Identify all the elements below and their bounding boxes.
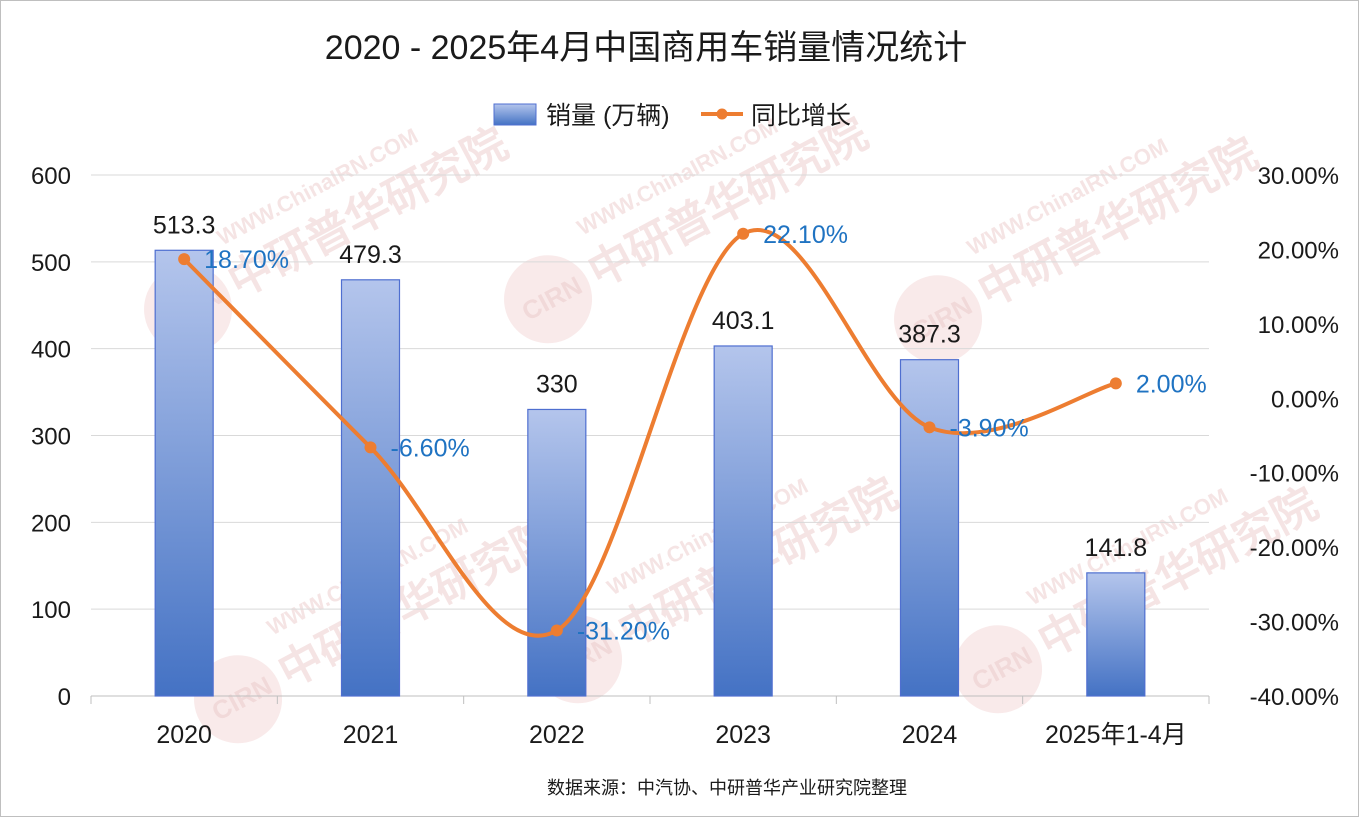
bar-data-labels: 513.3 479.3 330 403.1 387.3 141.8 (153, 211, 1147, 562)
y-left-tick-label: 500 (31, 250, 71, 277)
growth-point (1109, 377, 1122, 390)
bar-series (154, 249, 1146, 697)
watermark-logo (194, 655, 283, 744)
y-right-tick-label: -30.00% (1250, 610, 1339, 637)
bar-value-label: 513.3 (153, 211, 216, 239)
y-right-tick-label: 0.00% (1271, 386, 1339, 413)
y-right-tick-label: 20.00% (1258, 237, 1339, 264)
y-left-tick-label: 300 (31, 424, 71, 451)
bar (1086, 572, 1146, 697)
bar (527, 408, 587, 697)
x-tick-label: 2021 (343, 721, 399, 749)
growth-value-label: 18.70% (204, 246, 289, 274)
legend-bar-label: 销量 (万辆) (546, 102, 670, 130)
source-note: 数据来源：中汽协、中研普华产业研究院整理 (547, 778, 907, 798)
growth-point (364, 441, 377, 454)
y-left-tick-label: 200 (31, 510, 71, 537)
y-axis-right: -40.00% -30.00% -20.00% -10.00% 0.00% 10.00% 2… (1250, 163, 1339, 711)
growth-value-label: 22.10% (763, 221, 848, 249)
x-tick-label: 2025年1-4月 (1045, 721, 1187, 749)
growth-point (923, 421, 936, 434)
legend: 销量 (万辆) 同比增长 (493, 102, 851, 130)
y-left-tick-label: 600 (31, 163, 71, 190)
y-right-tick-label: -20.00% (1250, 535, 1339, 562)
bar-value-label: 479.3 (339, 241, 402, 269)
x-tick-label: 2024 (902, 721, 958, 749)
growth-point (550, 624, 563, 637)
line-data-labels: 18.70% -6.60% -31.20% 22.10% -3.90% 2.00% (204, 221, 1207, 646)
line-series (178, 227, 1122, 638)
growth-value-label: -31.20% (577, 618, 670, 646)
watermark-logo (504, 255, 593, 344)
bar (713, 345, 773, 697)
legend-line-marker (716, 108, 728, 120)
bar-value-label: 403.1 (712, 307, 775, 335)
bar (340, 279, 401, 697)
bar-value-label: 330 (536, 370, 578, 398)
x-tick-label: 2023 (715, 721, 771, 749)
legend-line-label: 同比增长 (751, 102, 851, 130)
growth-value-label: -3.90% (950, 414, 1029, 442)
y-right-tick-label: -10.00% (1250, 461, 1339, 488)
bar-value-label: 141.8 (1085, 534, 1148, 562)
y-right-tick-label: 30.00% (1258, 163, 1339, 190)
legend-bar-swatch (493, 103, 537, 126)
x-tick-label: 2022 (529, 721, 585, 749)
bar (899, 359, 960, 697)
x-axis: 2020 2021 2022 2023 2024 2025年1-4月 (90, 696, 1210, 749)
watermark-logo (894, 275, 983, 364)
y-axis-left: 0 100 200 300 400 500 600 (31, 163, 71, 711)
watermark-logo (954, 625, 1043, 714)
chart-title: 2020 - 2025年4月中国商用车销量情况统计 (325, 29, 967, 67)
y-right-tick-label: 10.00% (1258, 312, 1339, 339)
growth-value-label: 2.00% (1136, 370, 1207, 398)
y-left-tick-label: 0 (58, 684, 71, 711)
x-tick-label: 2020 (156, 721, 212, 749)
growth-point (178, 253, 191, 266)
y-left-tick-label: 100 (31, 597, 71, 624)
bar-value-label: 387.3 (898, 321, 961, 349)
bar (154, 249, 214, 697)
growth-point (737, 227, 750, 240)
growth-value-label: -6.60% (391, 434, 470, 462)
y-right-tick-label: -40.00% (1250, 684, 1339, 711)
y-left-tick-label: 400 (31, 337, 71, 364)
